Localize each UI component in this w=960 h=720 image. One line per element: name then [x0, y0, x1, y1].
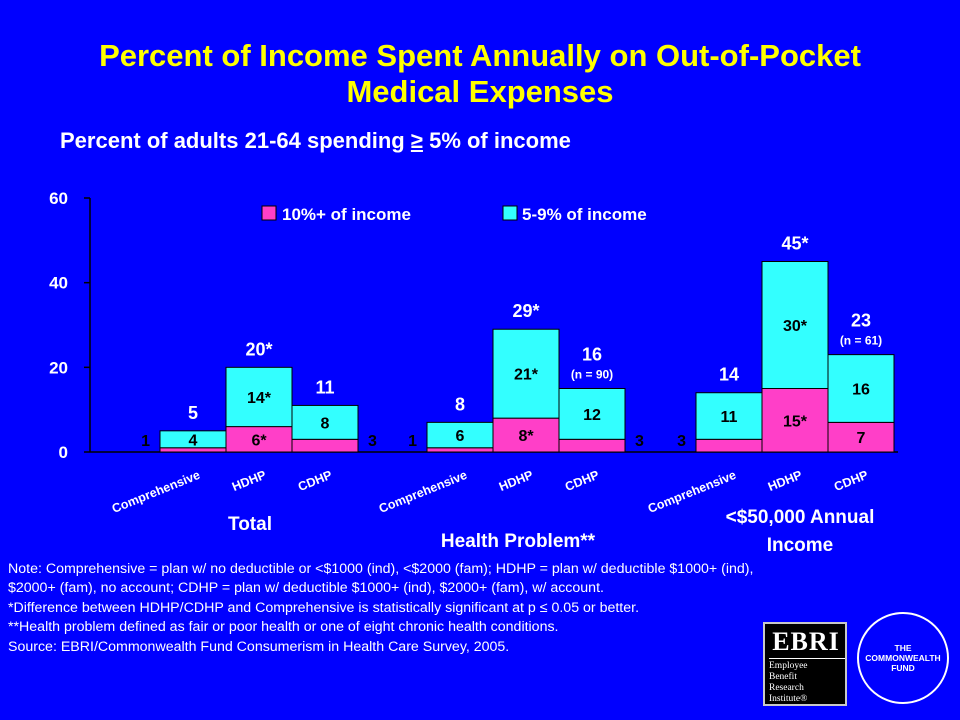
data-label-total: 20* [245, 339, 272, 359]
data-label-10plus: 1 [141, 433, 150, 450]
group-label: Income [767, 535, 834, 556]
x-category-label: Comprehensive [110, 468, 202, 516]
bar-segment-10plus [426, 447, 494, 453]
note-definitions: Note: Comprehensive = plan w/ no deducti… [8, 561, 754, 597]
bar-segment-10plus [761, 388, 829, 453]
x-category-label: CDHP [296, 468, 334, 494]
data-label-total: 5 [188, 403, 198, 423]
legend-swatch-5to9 [502, 205, 518, 221]
chart-subtitle: Percent of adults 21-64 spending ≥ 5% of… [60, 128, 571, 154]
data-label-total: 16 [582, 345, 602, 365]
subtitle-suffix: 5% of income [429, 128, 571, 153]
footnotes: Note: Comprehensive = plan w/ no deducti… [8, 560, 798, 657]
bar-segment-10plus [291, 438, 359, 453]
data-label-5to9: 11 [721, 409, 738, 426]
data-label-total: 23 [851, 311, 871, 331]
ebri-logo: EBRI Employee Benefit Research Institute… [763, 622, 847, 706]
data-label-5to9: 6 [456, 428, 465, 445]
cmwf-line: FUND [891, 663, 915, 673]
ebri-name-line: Benefit [769, 672, 797, 682]
data-label-10plus: 1 [408, 433, 417, 450]
data-label-10plus: 6* [251, 432, 267, 449]
y-tick-label: 20 [49, 358, 68, 377]
bar-segment-5to9 [291, 404, 359, 440]
data-label-total: 14 [719, 365, 739, 385]
stacked-bar-chart: 0 20 40 60 10%+ of income 5-9% of income 4 1 5 Co… [49, 189, 898, 556]
x-category-label: HDHP [497, 468, 535, 494]
y-tick-label: 40 [49, 274, 68, 293]
data-label-5to9: 21* [514, 367, 539, 384]
bar-segment-5to9 [827, 354, 895, 423]
ebri-name-line: Research [769, 683, 804, 693]
data-label-10plus: 8* [518, 428, 534, 445]
bar-segment-5to9 [761, 261, 829, 389]
bar-segment-5to9 [426, 421, 494, 449]
data-label-total: 8 [455, 394, 465, 414]
bar-segment-10plus [225, 426, 293, 453]
cmwf-line: THE [894, 643, 912, 653]
data-label-10plus: 15* [783, 413, 808, 430]
ebri-name-line: Employee [769, 661, 808, 671]
x-category-label: CDHP [832, 468, 870, 494]
commonwealth-fund-text: THE COMMONWEALTH FUND [863, 643, 943, 673]
data-label-total: 45* [781, 234, 808, 254]
legend-label-5to9: 5-9% of income [522, 205, 647, 224]
group-label: Total [228, 514, 272, 535]
data-label-5to9: 4 [189, 432, 198, 449]
data-label-total: 11 [315, 377, 334, 397]
data-label-10plus: 3 [368, 433, 377, 450]
sample-size-label: (n = 90) [571, 368, 613, 382]
cmwf-line: COMMONWEALTH [865, 653, 941, 663]
bar-segment-10plus [827, 421, 895, 453]
ebri-name-line: Institute® [769, 694, 808, 704]
legend-swatch-10plus [261, 205, 277, 221]
sample-size-label: (n = 61) [840, 334, 882, 348]
subtitle-symbol: ≥ [410, 128, 423, 153]
ebri-fullname: Employee Benefit Research Institute® [769, 658, 845, 705]
x-category-label: CDHP [563, 468, 601, 494]
x-category-label: Comprehensive [646, 468, 738, 516]
x-category-label: Comprehensive [377, 468, 469, 516]
data-label-5to9: 30* [783, 318, 808, 335]
subtitle-prefix: Percent of adults 21-64 spending [60, 128, 405, 153]
data-label-10plus: 3 [677, 433, 686, 450]
y-tick-label: 0 [59, 443, 68, 462]
note-source: Source: EBRI/Commonwealth Fund Consumeri… [8, 638, 510, 655]
data-label-5to9: 12 [583, 407, 601, 424]
x-category-label: HDHP [230, 468, 268, 494]
bar-segment-10plus [695, 438, 763, 453]
group-label: <$50,000 Annual [726, 507, 875, 528]
data-label-5to9: 14* [247, 390, 272, 407]
chart-title: Percent of Income Spent Annually on Out-… [99, 38, 861, 109]
x-category-label: HDHP [766, 468, 804, 494]
bar-segment-5to9 [695, 392, 763, 440]
y-tick-label: 60 [49, 189, 68, 208]
data-label-total: 29* [512, 301, 539, 321]
ebri-abbrev: EBRI [772, 627, 840, 656]
data-label-10plus: 7 [857, 430, 866, 447]
data-label-5to9: 8 [321, 415, 330, 432]
group-label: Health Problem** [441, 531, 596, 552]
bar-segment-10plus [492, 417, 560, 453]
commonwealth-fund-logo: THE COMMONWEALTH FUND [857, 612, 949, 704]
bar-segment-5to9 [558, 388, 626, 440]
note-health-problem: **Health problem defined as fair or poor… [8, 619, 559, 636]
bar-segment-5to9 [225, 366, 293, 428]
legend-label-10plus: 10%+ of income [282, 205, 411, 224]
data-label-10plus: 3 [635, 433, 644, 450]
bar-segment-5to9 [492, 328, 560, 419]
bar-segment-10plus [558, 438, 626, 453]
note-significance: *Difference between HDHP/CDHP and Compre… [8, 599, 640, 616]
data-label-5to9: 16 [852, 382, 870, 399]
